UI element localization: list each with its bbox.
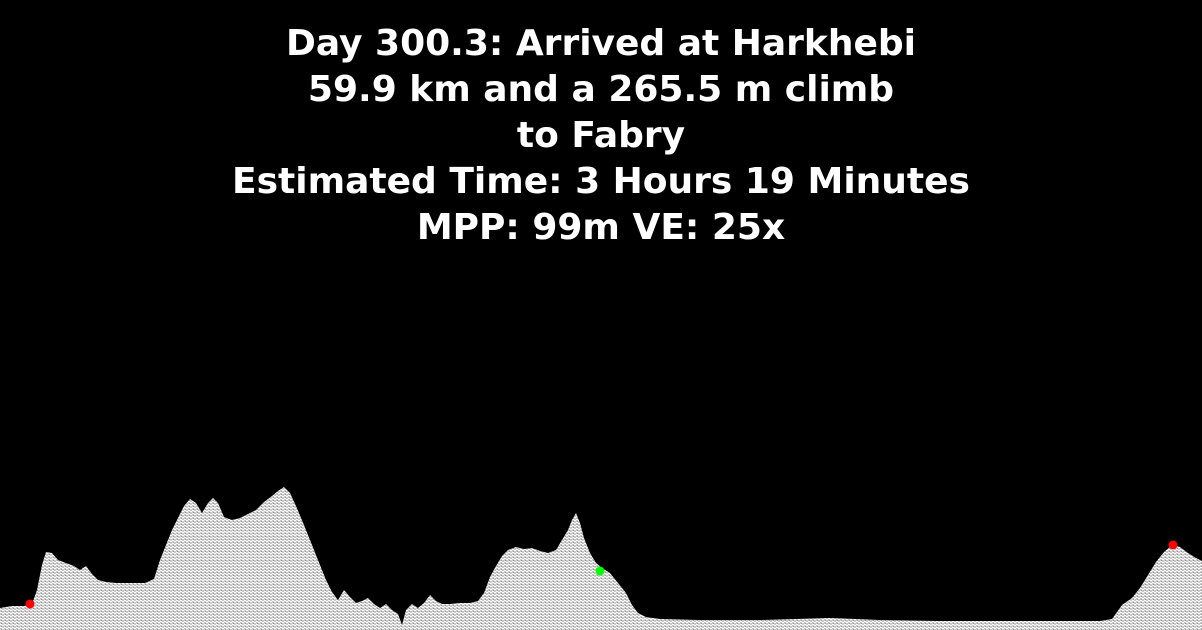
distance-climb: 59.9 km and a 265.5 m climb [307, 69, 895, 110]
trip-summary: Day 300.3: Arrived at Harkhebi 59.9 km a… [0, 21, 1202, 251]
scale-info: MPP: 99m VE: 25x [416, 207, 786, 248]
day-title: Day 300.3: Arrived at Harkhebi [285, 23, 917, 64]
current-position-marker [595, 566, 605, 576]
estimated-time: Estimated Time: 3 Hours 19 Minutes [232, 161, 970, 202]
terrain-profile [0, 487, 1202, 630]
destination: to Fabry [516, 115, 686, 156]
start-marker [25, 599, 35, 609]
end-marker [1168, 540, 1178, 550]
